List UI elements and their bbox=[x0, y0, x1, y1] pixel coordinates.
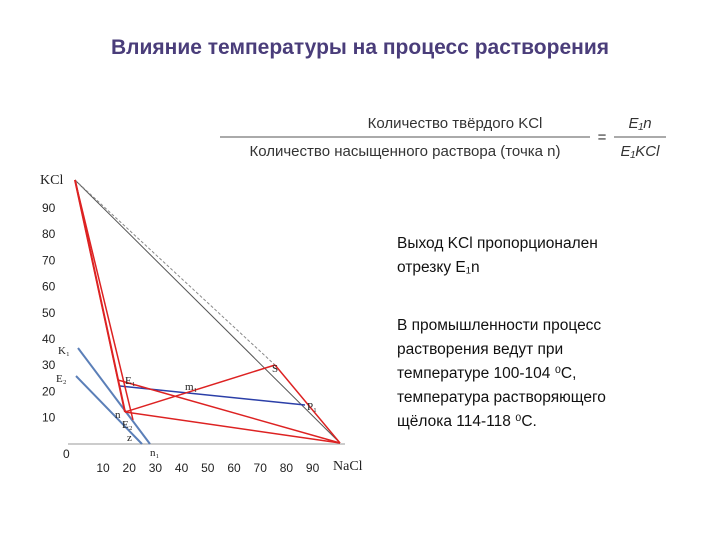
y-tick-label: 10 bbox=[42, 411, 56, 425]
formula-text: Количество твёрдого KCl bbox=[368, 115, 543, 132]
x-tick-label: 80 bbox=[280, 461, 294, 475]
red-line bbox=[124, 364, 276, 413]
formula-text: E₁n bbox=[628, 115, 651, 132]
point-label: K₁ bbox=[58, 345, 70, 357]
text-line: Выход KCl пропорционален bbox=[397, 235, 598, 252]
text-line: отрезку E₁n bbox=[397, 259, 480, 276]
paragraph: В промышленности процесс растворения веду… bbox=[397, 314, 606, 434]
formula-text: = bbox=[598, 129, 607, 146]
y-tick-label: 50 bbox=[42, 306, 56, 320]
text-line: растворения ведут при bbox=[397, 341, 564, 358]
y-tick-label: 60 bbox=[42, 280, 56, 294]
blue-line bbox=[77, 347, 151, 445]
red-line bbox=[274, 364, 341, 444]
y-tick-label: 90 bbox=[42, 201, 56, 215]
point-label: E₂ bbox=[56, 373, 67, 385]
point-label: E₁ bbox=[125, 375, 136, 387]
plot-lines bbox=[68, 179, 345, 445]
paragraph: Выход KCl пропорционален отрезку E₁n bbox=[397, 232, 598, 280]
origin-label: 0 bbox=[63, 447, 70, 461]
formula-text: E₁KCl bbox=[621, 143, 661, 160]
text-line: щёлока 114-118 ⁰С. bbox=[397, 413, 537, 430]
point-label: m₁ bbox=[185, 381, 198, 393]
y-tick-label: 80 bbox=[42, 227, 56, 241]
text-line: температуре 100-104 ⁰С, bbox=[397, 365, 577, 382]
red-line bbox=[124, 411, 341, 444]
x-tick-label: 30 bbox=[149, 461, 163, 475]
point-label: P₁ bbox=[307, 401, 317, 413]
y-tick-label: 40 bbox=[42, 332, 56, 346]
guide-line bbox=[74, 179, 276, 366]
x-tick-label: 70 bbox=[254, 461, 268, 475]
point-label: n bbox=[115, 409, 121, 421]
blue-line bbox=[75, 375, 143, 445]
red-line bbox=[74, 179, 134, 421]
red-line bbox=[117, 379, 341, 444]
point-label: z bbox=[127, 432, 132, 444]
x-tick-label: 40 bbox=[175, 461, 189, 475]
formula-text: Количество насыщенного раствора (точка n… bbox=[249, 143, 560, 160]
x-tick-label: 50 bbox=[201, 461, 215, 475]
point-label: n₁ bbox=[150, 447, 160, 459]
y-tick-label: 30 bbox=[42, 358, 56, 372]
x-tick-label: 60 bbox=[227, 461, 241, 475]
point-label: S bbox=[272, 363, 278, 375]
point-label: E₂ bbox=[122, 419, 133, 431]
text-line: температура растворяющего bbox=[397, 389, 606, 406]
x-tick-label: 90 bbox=[306, 461, 320, 475]
x-tick-label: 20 bbox=[123, 461, 137, 475]
formula: Количество твёрдого KCl Количество насыщ… bbox=[220, 115, 666, 160]
slide-title: Влияние температуры на процесс растворен… bbox=[110, 36, 609, 59]
y-tick-label: 20 bbox=[42, 384, 56, 398]
apex-label: KCl bbox=[40, 173, 63, 188]
corner-label: NaCl bbox=[333, 459, 363, 474]
text-line: В промышленности процесс bbox=[397, 317, 602, 334]
side-line bbox=[74, 179, 341, 444]
red-line bbox=[74, 179, 119, 381]
y-tick-label: 70 bbox=[42, 253, 56, 267]
x-tick-label: 10 bbox=[96, 461, 110, 475]
